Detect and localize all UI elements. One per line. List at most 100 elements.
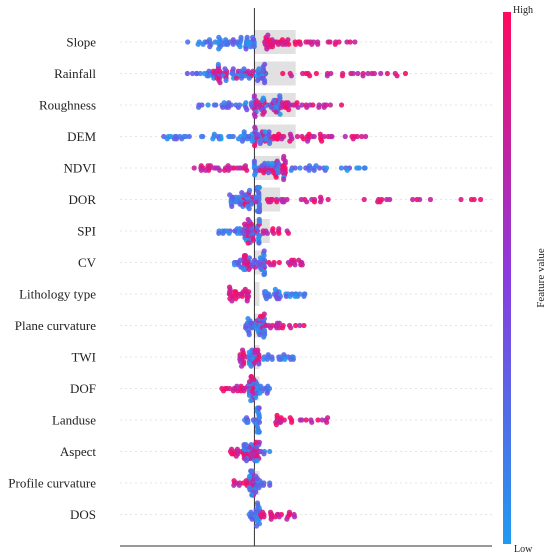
shap-point <box>274 320 280 326</box>
shap-point <box>251 93 257 99</box>
shap-point <box>261 334 267 340</box>
shap-point <box>265 32 271 38</box>
shap-point <box>235 388 241 394</box>
shap-point <box>275 160 281 166</box>
gridlines <box>120 41 492 515</box>
shap-point <box>263 322 269 329</box>
shap-point <box>238 291 244 297</box>
shap-point <box>298 196 304 203</box>
shap-point <box>265 37 272 43</box>
shap-point <box>321 104 327 110</box>
shap-point <box>249 262 255 268</box>
shap-point <box>354 165 360 171</box>
shap-point <box>304 199 310 205</box>
shap-point <box>307 73 313 79</box>
shap-point <box>276 226 282 232</box>
shap-point <box>293 322 299 329</box>
shap-point <box>243 100 249 106</box>
shap-point <box>261 451 267 457</box>
shap-point <box>276 131 282 137</box>
shap-point <box>233 289 239 295</box>
shap-point <box>212 39 218 45</box>
shap-point <box>210 136 216 142</box>
shap-point <box>256 405 262 411</box>
shap-point <box>279 37 286 43</box>
shap-point <box>253 199 259 205</box>
shap-point <box>287 102 294 108</box>
shap-point <box>299 262 305 268</box>
shap-point <box>237 44 243 50</box>
feature-label: Lithology type <box>19 287 96 302</box>
feature-label: Aspect <box>60 444 96 459</box>
shap-point <box>265 352 271 358</box>
shap-point <box>292 262 298 268</box>
shap-point <box>248 509 254 515</box>
shap-point <box>216 34 222 41</box>
shap-point <box>309 419 315 425</box>
shap-point <box>272 514 278 520</box>
shap-point <box>246 332 252 338</box>
shap-point <box>301 322 307 329</box>
shap-point <box>317 131 323 137</box>
shap-point <box>246 349 252 355</box>
shap-point <box>267 482 273 488</box>
shap-point <box>248 221 254 227</box>
shap-point <box>276 356 282 362</box>
shap-point <box>222 66 228 72</box>
shap-point <box>263 296 270 302</box>
shap-point <box>259 97 266 103</box>
shap-point <box>248 201 255 207</box>
feature-label: TWI <box>71 350 96 365</box>
shap-point <box>217 80 223 86</box>
shap-point <box>253 194 259 200</box>
shap-point <box>292 165 298 171</box>
shap-point <box>275 41 281 47</box>
shap-point <box>255 77 261 83</box>
shap-point <box>266 140 273 146</box>
shap-point <box>276 230 282 236</box>
shap-point <box>271 262 277 268</box>
shap-point <box>287 131 293 137</box>
shap-point <box>226 284 233 290</box>
shap-point <box>325 196 331 203</box>
shap-point <box>254 381 260 387</box>
shap-point <box>205 163 211 169</box>
shap-point <box>319 138 325 144</box>
shap-point <box>249 468 255 474</box>
shap-point <box>258 75 265 81</box>
shap-point <box>271 97 277 103</box>
shap-point <box>241 66 247 72</box>
shap-point <box>250 37 257 43</box>
shap-point <box>339 73 346 79</box>
shap-point <box>352 39 358 45</box>
shap-point <box>228 446 235 452</box>
shap-point <box>266 129 272 135</box>
shap-point <box>306 131 312 137</box>
shap-point <box>213 68 219 74</box>
shap-point <box>332 41 338 47</box>
shap-point <box>248 320 254 326</box>
importance-bar <box>254 282 260 306</box>
shap-point <box>242 163 249 169</box>
shap-point <box>171 136 177 142</box>
shap-point <box>229 165 235 171</box>
shap-point <box>263 289 269 295</box>
shap-point <box>458 196 464 203</box>
shap-point <box>410 196 416 203</box>
shap-point <box>303 417 309 423</box>
shap-point <box>350 70 356 77</box>
shap-point <box>269 196 275 203</box>
shap-point <box>311 133 317 140</box>
shap-point <box>261 271 267 278</box>
colorbar-high-label: High <box>513 5 533 16</box>
shap-point <box>243 46 249 52</box>
shap-point <box>279 100 285 106</box>
shap-point <box>303 39 309 45</box>
shap-point <box>237 102 243 108</box>
shap-point <box>252 124 258 130</box>
shap-point <box>280 70 286 77</box>
shap-point <box>247 487 253 493</box>
shap-point <box>294 100 300 106</box>
shap-point <box>264 230 270 236</box>
shap-point <box>244 298 250 304</box>
